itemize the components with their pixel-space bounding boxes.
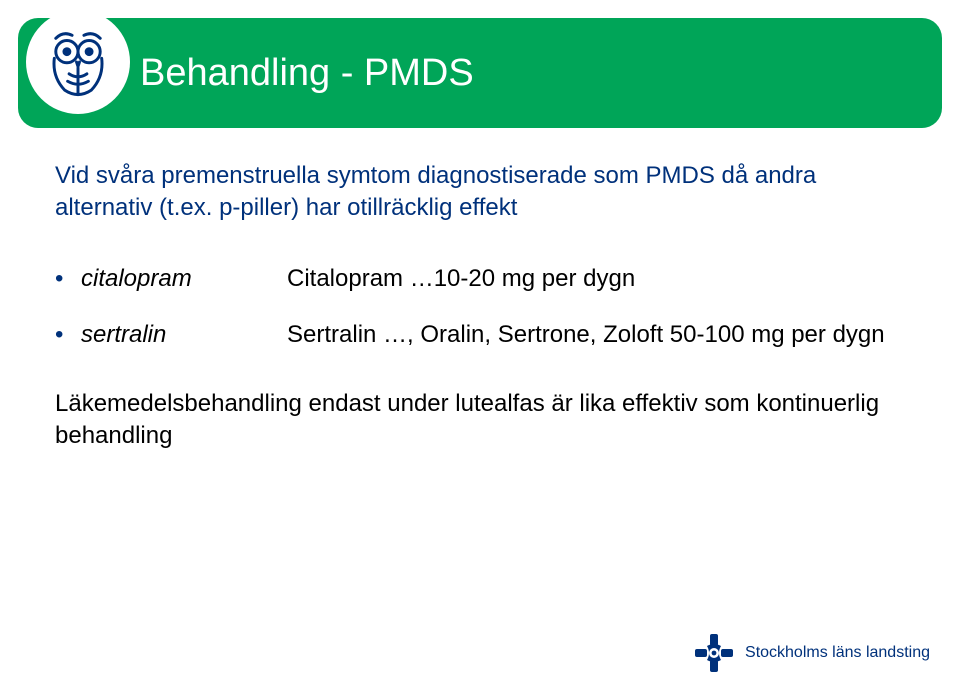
owl-badge <box>26 10 130 114</box>
drug-generic: sertralin <box>81 319 287 350</box>
footer-logo: Stockholms läns landsting <box>693 632 930 674</box>
sll-logo-icon <box>693 632 735 674</box>
header-band: Behandling - PMDS <box>18 18 942 128</box>
drug-generic: citalopram <box>81 263 287 294</box>
owl-icon <box>41 25 115 99</box>
drug-brand: Citalopram …10-20 mg per dygn <box>287 263 920 295</box>
intro-text: Vid svåra premenstruella symtom diagnost… <box>55 160 920 225</box>
content-area: Vid svåra premenstruella symtom diagnost… <box>55 160 920 452</box>
page-title: Behandling - PMDS <box>140 52 474 95</box>
footer-org-name: Stockholms läns landsting <box>745 644 930 662</box>
list-item: • sertralin Sertralin …, Oralin, Sertron… <box>55 319 920 351</box>
footnote: Läkemedelsbehandling endast under luteal… <box>55 388 920 453</box>
list-item: • citalopram Citalopram …10-20 mg per dy… <box>55 263 920 295</box>
drug-list: • citalopram Citalopram …10-20 mg per dy… <box>55 263 920 352</box>
drug-brand: Sertralin …, Oralin, Sertrone, Zoloft 50… <box>287 319 920 351</box>
bullet-icon: • <box>55 319 81 350</box>
bullet-icon: • <box>55 263 81 294</box>
